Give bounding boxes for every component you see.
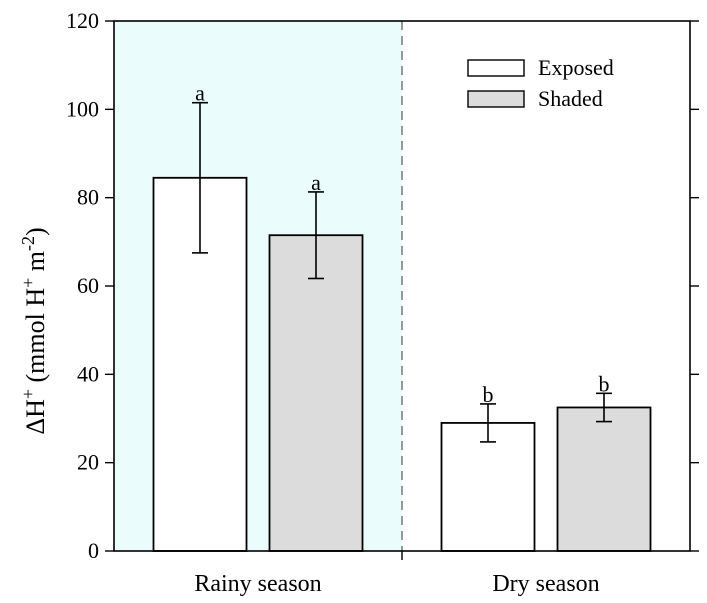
ticks-layer: 0 20 40 60 80 100 120	[66, 8, 699, 563]
category-labels-layer: Rainy season Dry season	[194, 571, 599, 597]
significance-label-shaded-dry-season: b	[599, 371, 610, 396]
bar-exposed-dry-season	[440, 422, 536, 552]
y-tick-label-100: 100	[66, 96, 99, 121]
category-label-dry-season: Dry season	[492, 571, 599, 597]
legend: Exposed Shaded	[467, 55, 614, 111]
significance-label-exposed-dry-season: b	[483, 382, 494, 407]
legend-label-shaded: Shaded	[538, 86, 603, 111]
y-tick-label-120: 120	[66, 8, 99, 33]
y-tick-label-0: 0	[88, 538, 99, 563]
y-tick-label-20: 20	[77, 450, 99, 475]
significance-labels-layer: a a b b	[195, 81, 609, 407]
error-bars-layer	[192, 101, 612, 443]
y-axis-label: ΔH+ (mmol H+ m-2)	[18, 227, 50, 434]
legend-swatch-shaded	[467, 90, 525, 108]
legend-label-exposed: Exposed	[538, 55, 614, 80]
category-label-rainy-season: Rainy season	[194, 571, 321, 597]
y-tick-label-60: 60	[77, 273, 99, 298]
significance-label-shaded-rainy-season: a	[311, 170, 321, 195]
bar-shaded-rainy-season	[268, 234, 364, 552]
bar-shaded-dry-season	[556, 406, 652, 552]
y-tick-label-40: 40	[77, 361, 99, 386]
significance-label-exposed-rainy-season: a	[195, 81, 205, 106]
legend-swatch-exposed	[467, 59, 525, 77]
y-tick-label-80: 80	[77, 185, 99, 210]
